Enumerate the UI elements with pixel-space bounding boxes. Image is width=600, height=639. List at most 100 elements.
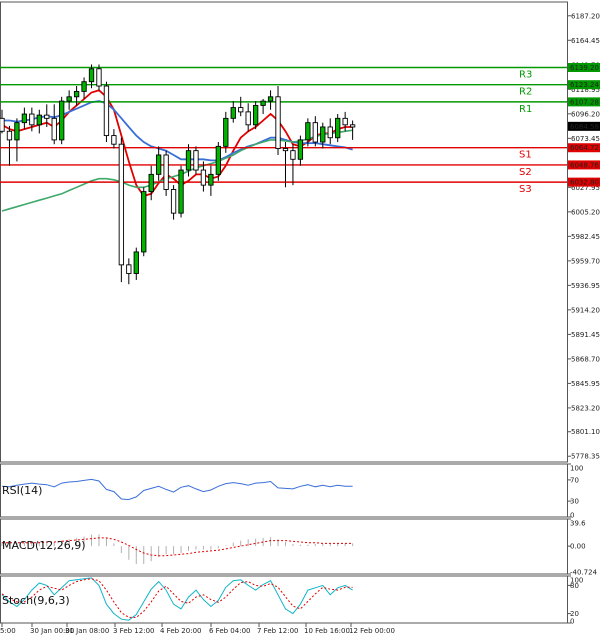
current-price-label: 6084.58 <box>570 123 599 131</box>
candle-body <box>349 124 356 128</box>
level-name-s3: S3 <box>519 184 532 195</box>
y-tick-label: 6118.95 <box>571 86 600 94</box>
y-tick-label: 6187.20 <box>571 12 600 20</box>
candle-body <box>148 173 154 193</box>
candle-body <box>66 96 72 102</box>
candle-body <box>14 122 20 141</box>
candle-body <box>96 68 102 87</box>
stoch-tick-label: 20 <box>570 610 579 618</box>
y-tick-label: 5823.20 <box>571 404 600 412</box>
candle-body <box>44 114 50 119</box>
y-tick-label: 6005.20 <box>571 208 600 216</box>
candle-body <box>260 100 266 106</box>
level-price-tag <box>568 177 600 187</box>
candle-body <box>275 96 281 149</box>
level-price-tag <box>568 97 600 107</box>
stoch-line <box>1 577 353 621</box>
level-name-r3: R3 <box>519 69 532 80</box>
x-tick-label: 30 Jan 00:00 <box>30 627 74 635</box>
candle-body <box>193 150 199 171</box>
x-tick-label: 3 Feb 12:00 <box>113 627 154 635</box>
x-tick-label: 12 Feb 00:00 <box>349 627 395 635</box>
candle-body <box>230 107 236 119</box>
level-name-r2: R2 <box>519 87 532 98</box>
candle-body <box>126 264 132 274</box>
y-tick-label: 5845.95 <box>571 380 600 388</box>
level-price-label: 6139.20 <box>570 64 599 72</box>
rsi-tick-label: 70 <box>570 476 579 484</box>
candle-body <box>59 100 65 141</box>
y-tick-label: 6073.45 <box>571 135 600 143</box>
candle-body <box>215 145 221 175</box>
candle-body <box>185 150 192 171</box>
candle-body <box>342 117 348 126</box>
candle-body <box>81 81 87 92</box>
macd-line <box>2 537 353 557</box>
stoch-title: Stoch(9,6,3) <box>2 594 70 607</box>
y-tick-label: 5801.10 <box>571 428 600 436</box>
candle-body <box>252 104 259 126</box>
level-name-s2: S2 <box>519 167 532 178</box>
candle-body <box>290 150 296 160</box>
candle-body <box>103 85 110 137</box>
rsi-line <box>1 478 353 501</box>
level-price-tag <box>568 80 600 90</box>
rsi-title: RSI(14) <box>2 484 42 497</box>
stoch-panel-frame <box>0 575 568 624</box>
candle-body <box>88 68 95 83</box>
x-tick-label: 5:00 <box>0 627 16 635</box>
stoch-tick-label: 80 <box>570 582 579 590</box>
x-tick-label: 6 Feb 04:00 <box>209 627 250 635</box>
candle-body <box>327 126 333 139</box>
candle-body <box>163 154 169 190</box>
level-price-tag <box>568 62 600 72</box>
candle-body <box>245 111 251 126</box>
candle-body <box>156 154 162 175</box>
stoch-line <box>1 578 353 618</box>
y-tick-label: 5868.70 <box>571 355 600 363</box>
candle-body <box>312 122 318 143</box>
candle-body <box>29 113 35 126</box>
candle-body <box>282 148 289 152</box>
rsi-tick-label: 100 <box>570 465 583 473</box>
stoch-tick-label: 100 <box>570 577 583 585</box>
candle-body <box>178 169 184 214</box>
candle-body <box>305 122 311 141</box>
candle-body <box>36 114 42 126</box>
candle-body <box>111 135 117 145</box>
macd-panel-frame <box>0 518 568 575</box>
current-price-tag <box>568 121 600 131</box>
main-panel-frame <box>0 1 568 463</box>
candle-body <box>238 107 244 113</box>
y-tick-label: 6164.45 <box>571 37 600 45</box>
level-price-label: 6032.80 <box>570 179 599 187</box>
y-tick-label: 5936.95 <box>571 282 600 290</box>
macd-title: MACD(12,26,9) <box>2 539 86 552</box>
macd-tick-label: 0.00 <box>570 543 586 551</box>
candle-body <box>297 139 304 160</box>
x-tick-label: 31 Jan 08:00 <box>65 627 109 635</box>
candle-body <box>170 188 177 214</box>
candle-body <box>6 130 13 141</box>
y-tick-label: 5891.45 <box>571 331 600 339</box>
level-price-label: 6064.72 <box>570 144 599 152</box>
candle-body <box>320 126 326 143</box>
y-tick-label: 5982.45 <box>571 233 600 241</box>
rsi-tick-label: 30 <box>570 498 579 506</box>
x-tick-label: 7 Feb 12:00 <box>257 627 298 635</box>
candle-body <box>141 191 147 253</box>
x-tick-label: 10 Feb 16:00 <box>304 627 350 635</box>
level-price-label: 6048.76 <box>570 161 599 169</box>
candle-body <box>223 117 229 147</box>
moving-average-line <box>1 129 353 212</box>
candle-body <box>73 90 80 98</box>
macd-tick-label: 39.6 <box>570 520 586 528</box>
candle-body <box>133 251 139 274</box>
candle-body <box>118 143 125 266</box>
y-tick-label: 5959.70 <box>571 257 600 265</box>
level-price-tag <box>568 160 600 170</box>
candle-body <box>267 96 274 102</box>
candle-body <box>208 173 214 186</box>
